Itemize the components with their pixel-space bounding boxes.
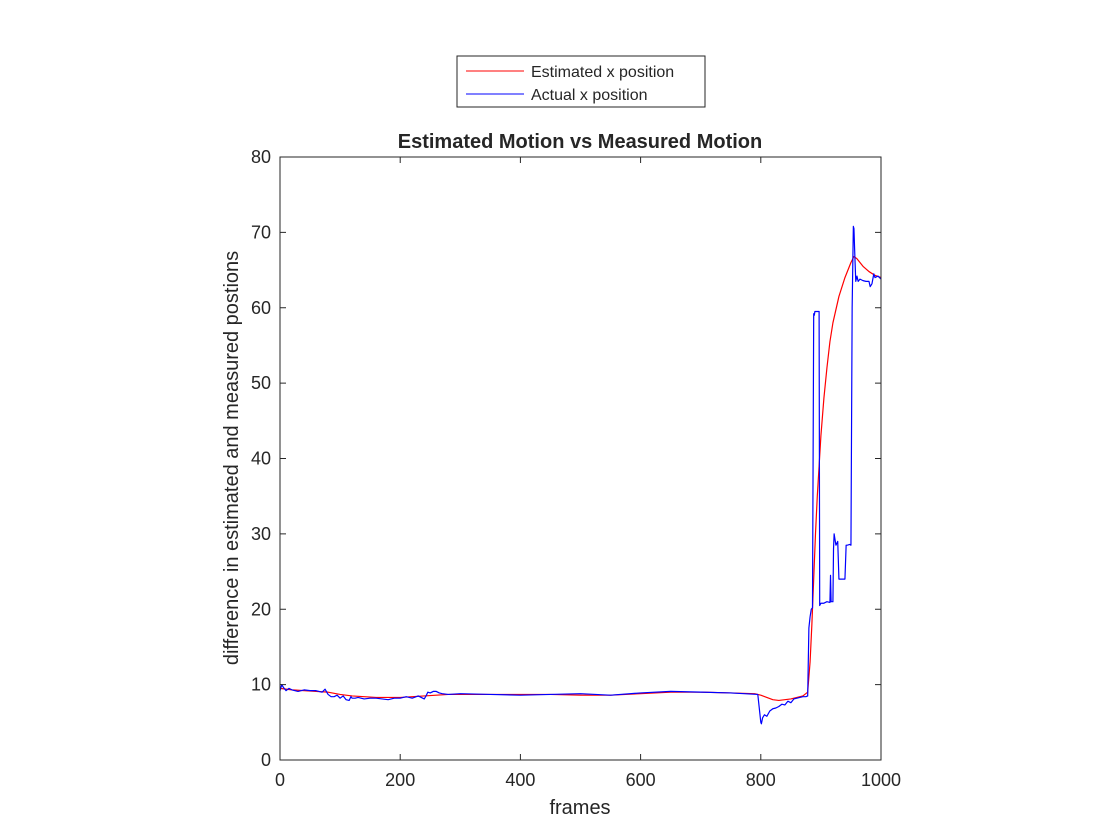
legend: Estimated x position Actual x position — [456, 55, 706, 108]
x-tick-label: 400 — [505, 770, 535, 790]
tick-layer: 0 200 400 600 800 1000 0 10 20 30 40 50 60 70 80 — [251, 147, 901, 790]
y-tick-label: 50 — [251, 373, 271, 393]
y-axis-label: difference in estimated and measured pos… — [221, 251, 243, 665]
plot-area — [280, 157, 881, 760]
series-line-actual — [279, 225, 882, 725]
y-tick-label: 70 — [251, 222, 271, 242]
series-line-estimated — [279, 255, 882, 702]
y-tick-label: 0 — [261, 750, 271, 770]
x-tick-label: 1000 — [861, 770, 901, 790]
legend-label-estimated: Estimated x position — [531, 64, 674, 81]
y-tick-label: 80 — [251, 147, 271, 167]
y-tick-label: 60 — [251, 298, 271, 318]
y-tick-label: 40 — [251, 449, 271, 469]
x-tick-label: 600 — [626, 770, 656, 790]
y-tick-label: 30 — [251, 524, 271, 544]
x-tick-label: 800 — [746, 770, 776, 790]
y-tick-label: 20 — [251, 599, 271, 619]
y-tick-label: 10 — [251, 675, 271, 695]
x-tick-label: 0 — [275, 770, 285, 790]
x-axis-label: frames — [549, 797, 610, 819]
legend-label-actual: Actual x position — [531, 87, 648, 104]
series-layer — [279, 225, 882, 725]
legend-box — [456, 55, 706, 108]
chart-title: Estimated Motion vs Measured Motion — [398, 131, 762, 153]
x-tick-label: 200 — [385, 770, 415, 790]
